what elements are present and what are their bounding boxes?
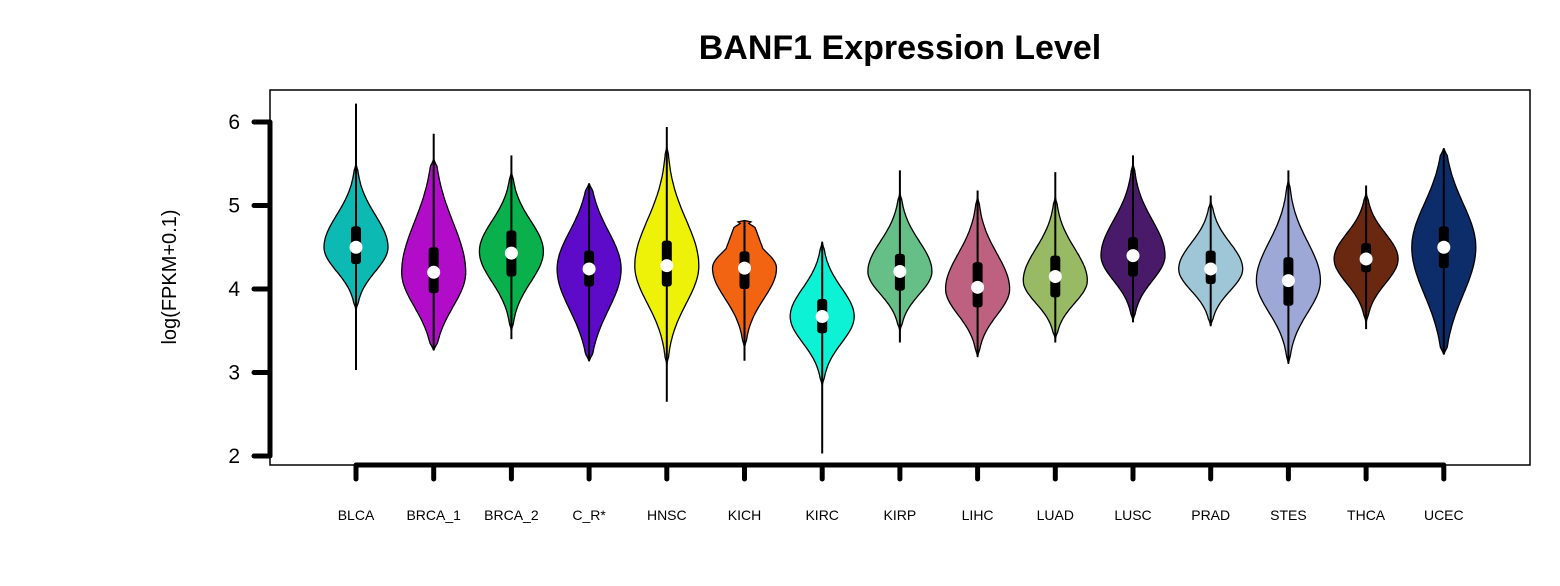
- x-tick-label: BLCA: [338, 507, 375, 523]
- median-point: [1281, 274, 1295, 288]
- x-tick-label: HNSC: [647, 507, 687, 523]
- violin-luad: [1022, 172, 1088, 343]
- violin-lihc: [944, 190, 1011, 358]
- violin-stes: [1255, 170, 1322, 364]
- median-point: [893, 264, 907, 278]
- violin-brca-2: [478, 155, 545, 340]
- median-point: [582, 262, 596, 276]
- x-tick-label: KIRC: [805, 507, 838, 523]
- x-tick-label: LUAD: [1037, 507, 1074, 523]
- x-tick-label: BRCA_2: [484, 507, 539, 523]
- violin-lusc: [1100, 155, 1166, 323]
- median-point: [1437, 240, 1451, 254]
- violin-c-r-: [556, 183, 622, 362]
- x-tick-label: LIHC: [962, 507, 994, 523]
- x-tick-label: KICH: [728, 507, 761, 523]
- violin-thca: [1333, 185, 1399, 330]
- violin-hnsc: [634, 127, 700, 402]
- y-axis: 2 3 4 5 6: [228, 111, 273, 468]
- violin-kirp: [867, 170, 933, 343]
- violin-kirc: [789, 241, 855, 454]
- median-point: [427, 265, 441, 279]
- y-tick-label: 4: [228, 278, 240, 301]
- x-axis: BLCA BRCA_1 BRCA_2 C_R* HNSC KICH KIRC KIRP LIHC…: [338, 462, 1464, 523]
- x-tick-label: PRAD: [1191, 507, 1230, 523]
- median-point: [504, 246, 518, 260]
- median-point: [660, 259, 674, 273]
- y-tick-label: 3: [228, 362, 240, 385]
- median-point: [1204, 262, 1218, 276]
- x-tick-label: STES: [1270, 507, 1307, 523]
- x-tick-label: C_R*: [572, 507, 606, 523]
- y-tick-label: 6: [228, 111, 240, 134]
- x-tick-label: UCEC: [1424, 507, 1464, 523]
- violin-brca-1: [401, 133, 467, 351]
- x-tick-label: BRCA_1: [406, 507, 461, 523]
- median-point: [1126, 249, 1140, 263]
- y-axis-label: log(FPKM+0.1): [159, 209, 181, 344]
- violins: [323, 103, 1477, 454]
- y-tick-label: 5: [228, 195, 240, 218]
- chart-title: BANF1 Expression Level: [699, 29, 1101, 67]
- violin-prad: [1178, 195, 1244, 327]
- x-tick-label: LUSC: [1114, 507, 1151, 523]
- y-tick-label: 2: [228, 445, 240, 468]
- median-point: [1048, 269, 1062, 283]
- x-tick-label: KIRP: [884, 507, 917, 523]
- violin-ucec: [1411, 148, 1477, 355]
- median-point: [815, 310, 829, 324]
- median-point: [971, 280, 985, 294]
- median-point: [1359, 252, 1373, 266]
- x-tick-label: THCA: [1347, 507, 1386, 523]
- violin-kich: [711, 219, 778, 361]
- median-point: [349, 240, 363, 254]
- median-point: [738, 261, 751, 275]
- violin-blca: [323, 103, 389, 370]
